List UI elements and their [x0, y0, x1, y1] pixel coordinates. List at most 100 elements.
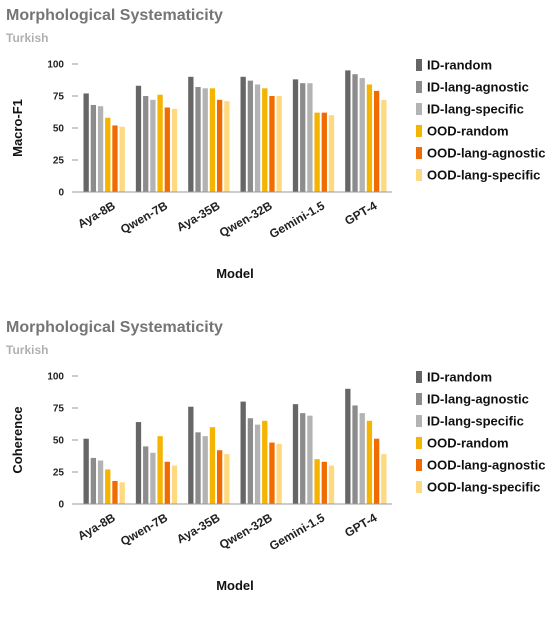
legend-swatch [416, 393, 422, 405]
legend-swatch [416, 169, 422, 181]
bar-ID-lang-agnostic-Qwen-32B [247, 418, 254, 504]
bar-ID-lang-specific-Qwen-7B [150, 452, 156, 504]
bar-ID-lang-agnostic-Gemini-1.5 [300, 83, 306, 192]
bar-OOD-lang-agnostic-Qwen-32B [269, 442, 275, 504]
legend-label: OOD-lang-agnostic [427, 458, 545, 473]
bar-ID-lang-specific-Aya-35B [202, 88, 208, 192]
legend-swatch [416, 415, 422, 427]
bar-ID-lang-agnostic-Aya-35B [195, 87, 201, 192]
bar-OOD-lang-agnostic-Qwen-7B [164, 107, 170, 192]
bar-OOD-lang-specific-Qwen-7B [171, 465, 178, 504]
legend-label: ID-lang-specific [427, 414, 524, 429]
legend-label: OOD-lang-specific [427, 480, 540, 495]
bar-OOD-random-Aya-35B [209, 88, 216, 192]
bar-ID-lang-agnostic-Aya-35B [195, 432, 201, 504]
x-tick-label: Aya-8B [75, 198, 118, 231]
y-tick-label: 100 [47, 60, 64, 71]
bar-OOD-random-Aya-35B [209, 427, 216, 504]
y-tick-label: 75 [53, 92, 65, 103]
bar-ID-lang-agnostic-Gemini-1.5 [300, 413, 306, 504]
x-tick-label: Qwen-32B [217, 198, 275, 240]
bar-ID-random-Qwen-32B [240, 401, 246, 504]
bar-OOD-lang-specific-Aya-8B [119, 126, 125, 192]
chart-subtitle: Turkish [6, 343, 48, 357]
bar-ID-lang-specific-GPT-4 [359, 78, 365, 192]
bar-ID-lang-agnostic-GPT-4 [352, 405, 358, 504]
bar-OOD-lang-agnostic-Aya-35B [216, 99, 223, 192]
y-tick-label: 25 [53, 468, 65, 479]
legend-label: ID-lang-specific [427, 102, 524, 117]
bar-OOD-random-Gemini-1.5 [314, 459, 320, 504]
bar-ID-lang-agnostic-Aya-8B [90, 457, 97, 504]
bar-OOD-lang-agnostic-Qwen-7B [164, 461, 170, 504]
legend-swatch [416, 147, 422, 159]
bar-ID-lang-agnostic-GPT-4 [352, 74, 358, 192]
legend-label: OOD-random [427, 436, 509, 451]
bar-OOD-lang-agnostic-GPT-4 [373, 90, 380, 192]
x-tick-label: Aya-35B [174, 198, 222, 234]
legend-swatch [416, 459, 422, 471]
bar-ID-lang-specific-Aya-8B [97, 460, 104, 504]
bar-OOD-lang-specific-Qwen-7B [171, 108, 178, 192]
legend-label: ID-random [427, 58, 492, 73]
x-tick-label: Gemini-1.5 [267, 510, 327, 553]
chart-subtitle: Turkish [6, 31, 48, 45]
x-tick-label: Qwen-7B [118, 510, 170, 548]
legend-label: ID-random [427, 370, 492, 385]
bar-OOD-lang-specific-Qwen-32B [276, 443, 282, 504]
x-tick-label: GPT-4 [342, 198, 379, 228]
bar-ID-random-Qwen-7B [135, 85, 142, 192]
x-tick-label: Aya-8B [75, 510, 118, 543]
chart-1: Morphological Systematicity Turkish 0 25 50 7… [6, 7, 545, 281]
bar-ID-random-Qwen-32B [240, 76, 246, 192]
y-tick-label: 25 [53, 156, 65, 167]
bar-ID-random-Qwen-7B [135, 422, 142, 504]
bar-OOD-lang-agnostic-Gemini-1.5 [321, 112, 327, 192]
y-tick-label: 0 [58, 500, 64, 511]
bar-OOD-lang-specific-Aya-35B [224, 454, 230, 504]
x-tick-label: Aya-35B [174, 510, 222, 546]
bar-OOD-random-Aya-8B [105, 469, 111, 504]
x-axis-label: Model [216, 578, 254, 593]
legend-label: OOD-lang-agnostic [427, 146, 545, 161]
bar-ID-lang-agnostic-Qwen-7B [143, 96, 149, 192]
legend-label: ID-lang-agnostic [427, 392, 529, 407]
legend-swatch [416, 481, 422, 493]
legend-label: OOD-lang-specific [427, 168, 540, 183]
bar-ID-random-GPT-4 [345, 70, 351, 192]
bar-ID-lang-specific-Qwen-32B [254, 84, 261, 192]
y-tick-label: 0 [58, 188, 64, 199]
legend-swatch [416, 103, 422, 115]
bar-ID-lang-agnostic-Aya-8B [90, 104, 97, 192]
bar-OOD-random-GPT-4 [366, 84, 373, 192]
chart-title: Morphological Systematicity [6, 319, 223, 336]
bar-ID-lang-agnostic-Qwen-7B [143, 446, 149, 504]
x-tick-label: Qwen-7B [118, 198, 170, 236]
legend-label: OOD-random [427, 124, 509, 139]
bar-OOD-lang-specific-GPT-4 [381, 454, 387, 504]
legend-swatch [416, 59, 422, 71]
bar-ID-random-Gemini-1.5 [292, 79, 299, 192]
legend-swatch [416, 371, 422, 383]
x-tick-label: Qwen-32B [217, 510, 275, 552]
charts-container: Morphological Systematicity Turkish 0 25 50 7… [6, 7, 545, 593]
bar-ID-lang-specific-Aya-8B [97, 106, 104, 192]
bar-OOD-lang-agnostic-Aya-8B [112, 480, 118, 504]
bar-OOD-lang-agnostic-GPT-4 [373, 438, 380, 504]
bar-OOD-lang-specific-GPT-4 [381, 99, 387, 192]
y-axis-label: Coherence [10, 406, 25, 473]
bar-OOD-random-Qwen-32B [262, 88, 268, 192]
y-tick-label: 50 [53, 436, 65, 447]
y-tick-label: 75 [53, 404, 65, 415]
y-tick-label: 100 [47, 372, 64, 383]
chart-title: Morphological Systematicity [6, 7, 223, 24]
y-axis-label: Macro-F1 [10, 99, 25, 157]
bar-OOD-lang-agnostic-Gemini-1.5 [321, 461, 327, 504]
bar-OOD-lang-specific-Gemini-1.5 [328, 465, 335, 504]
legend-swatch [416, 81, 422, 93]
bar-ID-random-Aya-35B [188, 76, 194, 192]
bar-ID-random-Aya-8B [83, 93, 89, 192]
x-tick-label: GPT-4 [342, 510, 379, 540]
legend-swatch [416, 437, 422, 449]
bar-OOD-lang-agnostic-Aya-35B [216, 450, 223, 504]
